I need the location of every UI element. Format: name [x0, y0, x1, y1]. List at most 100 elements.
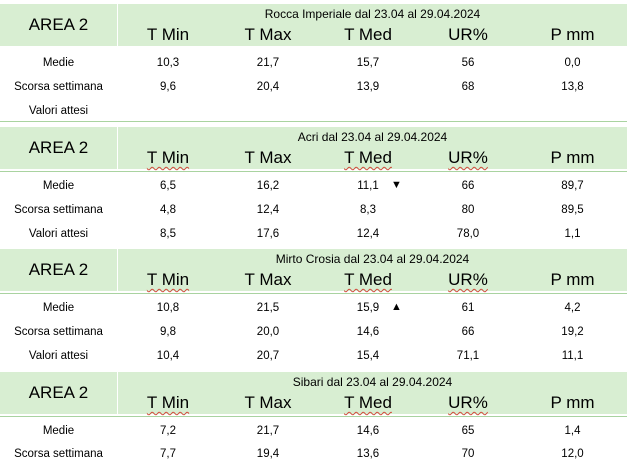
table-row: Valori attesi 8,5 17,6 12,4 78,0 1,1 [0, 222, 627, 246]
row-label: Scorsa settimana [14, 204, 103, 216]
col-tmin-header: T Min [118, 392, 218, 414]
up-triangle-icon: ▲ [391, 301, 402, 313]
tmin-value: 9,8 [160, 326, 176, 338]
area-label: AREA 2 [0, 4, 118, 46]
tmin-value: 4,8 [160, 204, 176, 216]
col-tmed-header: T Med [318, 269, 418, 291]
tmed-value: 14,6 [356, 425, 380, 437]
col-tmax-header: T Max [218, 147, 318, 169]
table-row: Scorsa settimana 7,7 19,4 13,6 70 12,0 [0, 442, 627, 466]
divider [0, 416, 627, 417]
tmin-value: 10,4 [156, 350, 180, 362]
row-label: Scorsa settimana [14, 448, 103, 460]
ur-value: 78,0 [456, 228, 480, 240]
col-tmax-header: T Max [218, 392, 318, 414]
area-label: AREA 2 [0, 249, 118, 291]
pmm-value: 0,0 [564, 57, 581, 69]
table-row: Valori attesi 10,4 20,7 15,4 71,1 11,1 [0, 344, 627, 368]
tmax-value: 20,0 [256, 326, 280, 338]
col-tmed-header: T Med [318, 392, 418, 414]
tmax-value: 20,4 [256, 81, 280, 93]
tmed-value: 15,7 [356, 57, 380, 69]
tmin-value: 7,2 [160, 425, 176, 437]
row-label: Valori attesi [28, 228, 89, 240]
ur-value: 68 [461, 81, 475, 93]
station-title: Mirto Crosia dal 23.04 al 29.04.2024 [118, 249, 627, 269]
col-tmin-header: T Min [118, 24, 218, 46]
row-label: Medie [42, 425, 75, 437]
station-title: Rocca Imperiale dal 23.04 al 29.04.2024 [118, 4, 627, 24]
ur-value: 61 [461, 302, 475, 314]
pmm-value: 89,7 [561, 180, 584, 192]
table-row: Medie 7,2 21,7 14,6 65 1,4 [0, 419, 627, 443]
row-label: Valori attesi [28, 105, 89, 117]
tmax-value: 21,7 [256, 57, 280, 69]
col-pmm-header: P mm [518, 24, 627, 46]
col-tmed-header: T Med [318, 24, 418, 46]
row-label: Medie [42, 302, 75, 314]
tmin-value: 7,7 [160, 448, 176, 460]
row-label: Scorsa settimana [14, 326, 103, 338]
col-tmed-header: T Med [318, 147, 418, 169]
pmm-value: 4,2 [564, 302, 581, 314]
tmed-value: 15,4 [356, 350, 380, 362]
ur-value: 65 [461, 425, 475, 437]
tmax-value: 19,4 [256, 448, 280, 460]
col-ur-header: UR% [418, 269, 518, 291]
table-row: Scorsa settimana 4,8 12,4 8,3 80 89,5 [0, 198, 627, 222]
tmax-value: 16,2 [256, 180, 280, 192]
ur-value: 66 [461, 326, 475, 338]
col-tmin-header: T Min [118, 147, 218, 169]
down-triangle-icon: ▼ [391, 179, 402, 191]
col-pmm-header: P mm [518, 392, 627, 414]
tmed-value: 13,9 [356, 81, 380, 93]
tmax-value: 12,4 [256, 204, 280, 216]
pmm-value: 13,8 [561, 81, 584, 93]
station-title: Sibari dal 23.04 al 29.04.2024 [118, 372, 627, 392]
divider [0, 293, 627, 294]
tmin-value: 6,5 [160, 180, 176, 192]
table-row: Medie 6,5 16,2 11,1 ▼ 66 89,7 [0, 174, 627, 198]
divider [0, 171, 627, 172]
tmax-value: 17,6 [256, 228, 280, 240]
row-label: Medie [42, 57, 75, 69]
area-label: AREA 2 [0, 127, 118, 169]
col-ur-header: UR% [418, 24, 518, 46]
tmed-value: 8,3 [360, 204, 376, 216]
ur-value: 71,1 [456, 350, 480, 362]
tmax-value: 21,5 [256, 302, 280, 314]
table-row: Medie 10,8 21,5 15,9 ▲ 61 4,2 [0, 296, 627, 320]
tmin-value: 8,5 [160, 228, 176, 240]
pmm-value: 1,4 [564, 425, 581, 437]
pmm-value: 11,1 [561, 350, 584, 362]
row-label: Valori attesi [28, 350, 89, 362]
tmin-value: 9,6 [160, 81, 176, 93]
pmm-value: 89,5 [561, 204, 584, 216]
table-row: Valori attesi [0, 99, 627, 123]
station-title: Acri dal 23.04 al 29.04.2024 [118, 127, 627, 147]
pmm-value: 12,0 [561, 448, 584, 460]
ur-value: 66 [461, 180, 475, 192]
area-label: AREA 2 [0, 372, 118, 414]
tmax-value: 20,7 [256, 350, 280, 362]
row-label: Scorsa settimana [14, 81, 103, 93]
table-row: Scorsa settimana 9,8 20,0 14,6 66 19,2 [0, 320, 627, 344]
ur-value: 80 [461, 204, 475, 216]
pmm-value: 1,1 [564, 228, 581, 240]
tmed-value: 15,9 [356, 302, 380, 314]
tmax-value: 21,7 [256, 425, 280, 437]
tmed-value: 14,6 [356, 326, 380, 338]
table-row: Scorsa settimana 9,6 20,4 13,9 68 13,8 [0, 75, 627, 99]
ur-value: 56 [461, 57, 475, 69]
col-ur-header: UR% [418, 147, 518, 169]
row-label: Medie [42, 180, 75, 192]
ur-value: 70 [461, 448, 475, 460]
tmin-value: 10,3 [156, 57, 180, 69]
table-row: Medie 10,3 21,7 15,7 56 0,0 [0, 51, 627, 75]
col-tmax-header: T Max [218, 269, 318, 291]
tmin-value: 10,8 [156, 302, 180, 314]
col-pmm-header: P mm [518, 147, 627, 169]
col-tmax-header: T Max [218, 24, 318, 46]
tmed-value: 12,4 [356, 228, 380, 240]
